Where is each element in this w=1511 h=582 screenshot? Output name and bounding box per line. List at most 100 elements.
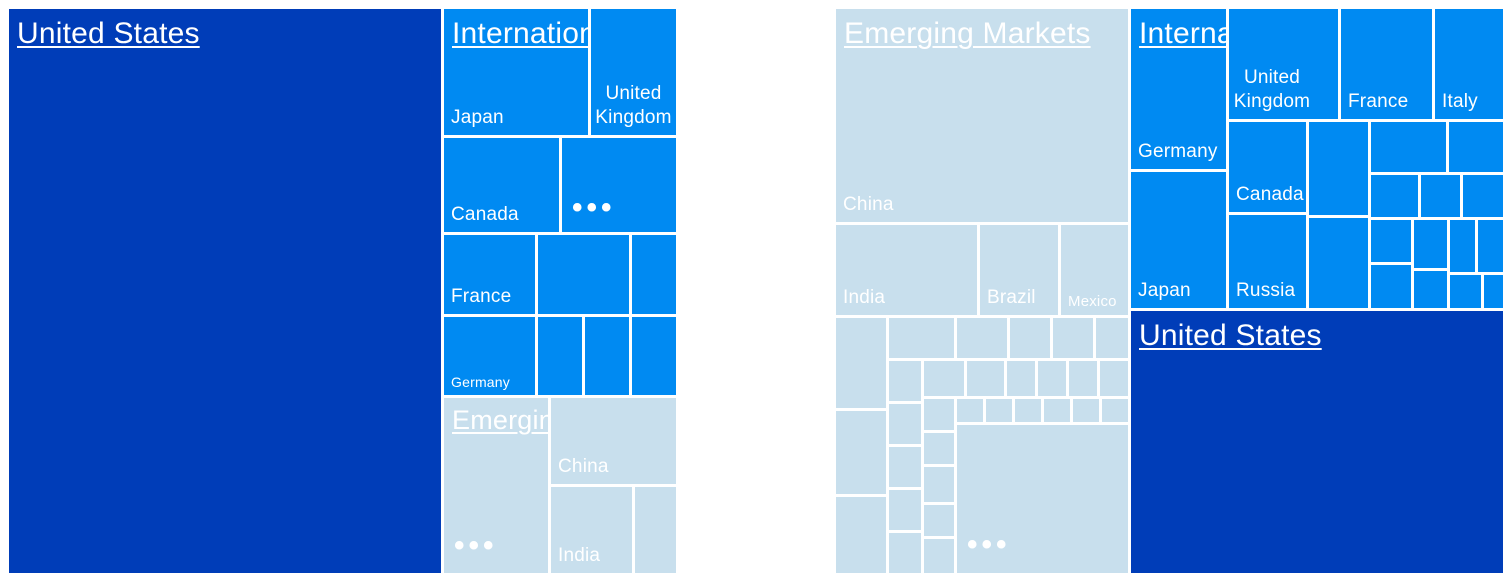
us-block: United States xyxy=(9,9,441,573)
tile-label: Brazil xyxy=(987,287,1036,309)
tile xyxy=(1371,122,1446,172)
tile-italy: Italy xyxy=(1435,9,1503,119)
tile xyxy=(538,235,629,314)
tile-brazil: Brazil xyxy=(980,225,1058,315)
intl-header-left: International xyxy=(444,9,588,56)
ellipsis-icon: ••• xyxy=(572,191,616,224)
tile xyxy=(1450,220,1475,272)
tile xyxy=(924,399,954,430)
tile-japan: Japan xyxy=(444,56,588,135)
tile xyxy=(889,490,921,530)
tile xyxy=(924,433,954,464)
tile-germany: International Germany xyxy=(1131,9,1226,169)
tile xyxy=(1015,399,1041,422)
em-header-right xyxy=(551,398,676,438)
tile-united-kingdom: United Kingdom xyxy=(1229,9,1338,119)
tile-india: India xyxy=(551,487,632,573)
tile-canada: Canada xyxy=(444,138,559,232)
tile-label: India xyxy=(843,287,886,309)
tile xyxy=(924,505,954,536)
tile-label: Canada xyxy=(1236,184,1304,206)
tile-china: Emerging Markets China xyxy=(836,9,1128,222)
tile-label: India xyxy=(558,545,601,567)
tile xyxy=(1421,175,1460,217)
tile xyxy=(1010,318,1050,358)
tile-france: France xyxy=(1341,9,1432,119)
tile xyxy=(967,361,1004,396)
tile-label: Japan xyxy=(451,107,504,129)
tile xyxy=(1073,399,1099,422)
us-title: United States xyxy=(17,17,200,50)
tile-label: United Kingdom xyxy=(595,82,672,129)
intl-title: International xyxy=(452,17,588,50)
tile-label: Germany xyxy=(451,373,510,390)
tile-label: China xyxy=(558,456,609,478)
intl-header-right xyxy=(591,9,676,56)
tile xyxy=(1478,220,1503,272)
tile xyxy=(585,317,629,395)
tile-label: Russia xyxy=(1236,280,1296,302)
tile xyxy=(1096,318,1128,358)
tile xyxy=(1038,361,1066,396)
em-title: Emerging Markets xyxy=(844,17,1091,50)
tile xyxy=(924,361,964,396)
tile-other-em: ••• xyxy=(444,438,548,573)
tile-france: France xyxy=(444,235,535,314)
tile xyxy=(1450,275,1481,308)
tile-other-em: ••• xyxy=(957,425,1128,573)
tile-canada: Canada xyxy=(1229,122,1306,212)
tile xyxy=(889,404,921,444)
em-header-left: Emerging Markets xyxy=(444,398,548,438)
tile-label: Italy xyxy=(1442,91,1478,113)
tile-india: India xyxy=(836,225,977,315)
tile xyxy=(986,399,1012,422)
tile xyxy=(889,447,921,487)
tile xyxy=(1007,361,1035,396)
tile xyxy=(957,318,1007,358)
tile xyxy=(889,318,954,358)
tile xyxy=(836,318,886,408)
tile xyxy=(1309,122,1368,215)
us-title: United States xyxy=(1139,319,1322,352)
tile xyxy=(1371,220,1411,262)
tile xyxy=(1102,399,1128,422)
tile-other-intl: ••• xyxy=(562,138,676,232)
tile xyxy=(632,235,676,314)
tile xyxy=(1484,275,1503,308)
tile-label: China xyxy=(843,194,894,216)
tile xyxy=(1463,175,1503,217)
tile-label: Mexico xyxy=(1068,292,1117,310)
tile xyxy=(924,467,954,502)
tile xyxy=(1044,399,1070,422)
tile xyxy=(1449,122,1503,172)
us-block: United States xyxy=(1131,311,1503,573)
tile xyxy=(1069,361,1097,396)
tile xyxy=(632,317,676,395)
tile xyxy=(889,361,921,401)
tile xyxy=(957,399,983,422)
tile-label: Japan xyxy=(1138,280,1191,302)
tile-united-kingdom: United Kingdom xyxy=(591,56,676,135)
em-title: Emerging Markets xyxy=(452,405,548,435)
tile xyxy=(924,539,954,573)
tile xyxy=(1053,318,1093,358)
tile-china: China xyxy=(551,438,676,484)
tile xyxy=(1414,220,1447,268)
ellipsis-icon: ••• xyxy=(454,529,498,562)
tile xyxy=(1371,175,1418,217)
tile xyxy=(538,317,582,395)
tile xyxy=(1100,361,1128,396)
tile-germany: Germany xyxy=(444,317,535,395)
ellipsis-icon: ••• xyxy=(967,528,1011,561)
tile xyxy=(1371,265,1411,308)
tile-mexico: Mexico xyxy=(1061,225,1128,315)
intl-title: International xyxy=(1139,17,1226,50)
tile-label: Germany xyxy=(1138,141,1218,163)
tile-label: France xyxy=(451,286,512,308)
tile xyxy=(889,533,921,573)
tile-label: United Kingdom xyxy=(1233,66,1311,113)
tile xyxy=(1414,271,1447,308)
tile-japan: Japan xyxy=(1131,172,1226,308)
tile-label: Canada xyxy=(451,204,519,226)
